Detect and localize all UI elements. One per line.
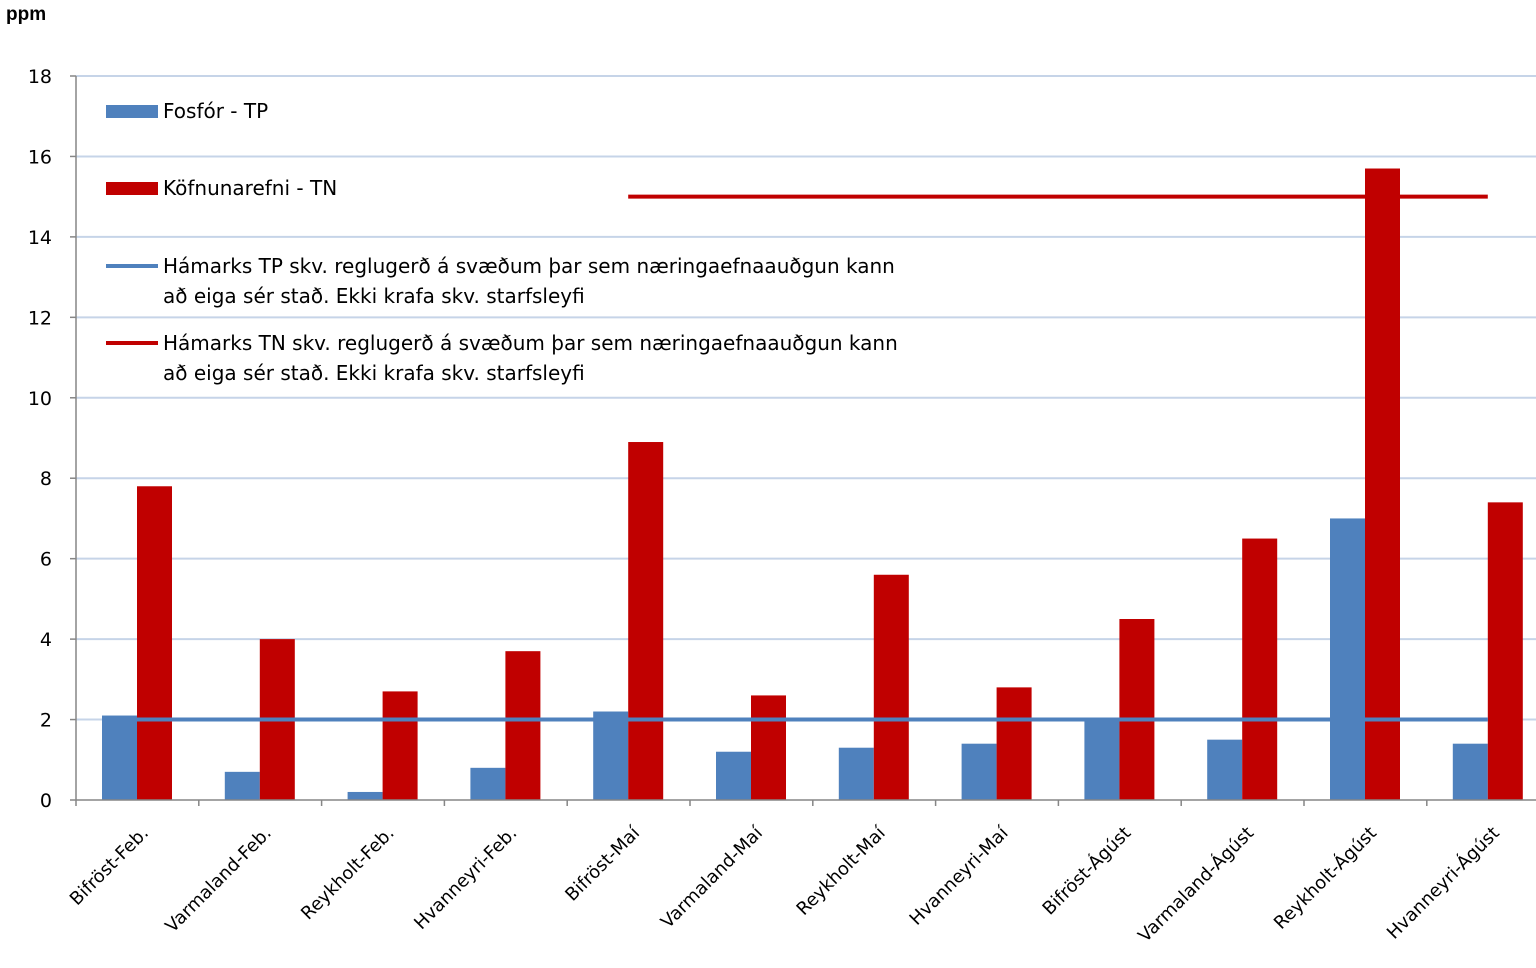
bar-tp: [102, 715, 137, 800]
y-tick-label: 0: [40, 790, 52, 812]
legend-label-reference: að eiga sér stað. Ekki krafa skv. starfs…: [163, 284, 585, 308]
legend-label-reference: að eiga sér stað. Ekki krafa skv. starfs…: [163, 361, 585, 385]
x-tick-label: Hvanneyri-Maí: [906, 822, 1014, 930]
y-tick-label: 12: [28, 307, 52, 329]
y-tick-label: 14: [28, 227, 52, 249]
bar-tn: [751, 695, 786, 800]
legend-label-tn: Köfnunarefni - TN: [163, 176, 337, 200]
x-tick-label: Reykholt-Feb.: [297, 823, 398, 924]
y-tick-label: 16: [28, 146, 52, 168]
bar-tn: [1487, 502, 1523, 800]
bar-tn: [137, 486, 172, 800]
y-tick-label: 18: [28, 66, 52, 88]
bar-tp: [347, 791, 383, 800]
y-tick-label: 4: [40, 629, 52, 651]
y-tick-label: 2: [40, 710, 52, 732]
bar-tp: [1207, 739, 1243, 800]
x-tick-label: Hvanneyri-Feb.: [410, 823, 521, 934]
x-tick-label: Bifröst-Maí: [561, 822, 645, 906]
bar-tn: [996, 687, 1032, 800]
bar-tn: [1365, 168, 1400, 800]
x-tick-label: Reykholt-Ágúst: [1269, 822, 1381, 934]
legend-swatch-tp: [106, 105, 158, 118]
bar-tn: [1119, 619, 1155, 800]
x-tick-label: Bifröst-Feb.: [66, 823, 153, 910]
y-tick-label: 6: [40, 549, 52, 571]
x-tick-label: Reykholt-Maí: [793, 822, 891, 920]
legend-label-tp: Fosfór - TP: [163, 99, 268, 123]
bar-tp: [470, 767, 506, 800]
bar-tp: [1452, 743, 1488, 800]
bar-tp: [224, 771, 260, 800]
bar-tp: [716, 751, 751, 800]
bar-tp: [961, 743, 997, 800]
bar-tn: [628, 442, 664, 800]
bar-tp: [593, 711, 629, 800]
x-tick-label: Varmaland-Maí: [657, 822, 768, 933]
bar-tn: [505, 651, 541, 800]
bar-tn: [382, 691, 418, 800]
bar-tp: [838, 747, 874, 800]
legend-swatch-tn: [106, 182, 158, 195]
legend-label-reference: Hámarks TP skv. reglugerð á svæðum þar s…: [163, 254, 895, 278]
x-tick-label: Hvanneyri-Ágúst: [1382, 822, 1504, 944]
bar-tp: [1084, 719, 1120, 800]
bar-tn: [873, 574, 909, 800]
bar-tn: [1242, 538, 1278, 800]
y-tick-label: 8: [40, 468, 52, 490]
x-tick-label: Varmaland-Ágúst: [1134, 822, 1259, 947]
x-tick-label: Bifröst-Ágúst: [1038, 822, 1135, 919]
legend-label-reference: Hámarks TN skv. reglugerð á svæðum þar s…: [163, 331, 898, 355]
x-tick-label: Varmaland-Feb.: [162, 823, 276, 937]
y-tick-label: 10: [28, 388, 52, 410]
bar-tp: [1330, 518, 1365, 800]
y-axis-unit-label: ppm: [6, 4, 47, 25]
